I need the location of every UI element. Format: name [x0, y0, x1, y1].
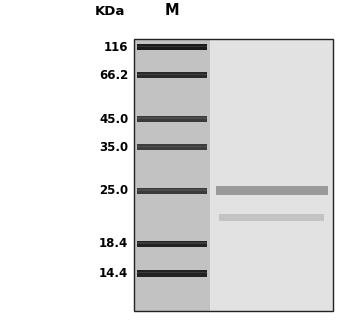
Bar [137, 242, 207, 244]
Text: 35.0: 35.0 [99, 141, 128, 154]
Text: KDa: KDa [94, 4, 125, 18]
Text: 14.4: 14.4 [99, 267, 128, 280]
Bar [137, 44, 207, 50]
Bar [211, 39, 333, 311]
Text: 116: 116 [104, 41, 128, 54]
Bar [137, 74, 207, 75]
Bar [137, 272, 207, 273]
Bar [137, 145, 207, 147]
Bar [137, 270, 207, 277]
Text: 18.4: 18.4 [99, 237, 128, 250]
Text: 66.2: 66.2 [99, 69, 128, 82]
Bar [137, 116, 207, 122]
Bar [216, 187, 327, 195]
Bar [137, 46, 207, 47]
Bar [137, 189, 207, 190]
Bar [137, 188, 207, 194]
Bar [137, 72, 207, 79]
Text: M: M [165, 3, 179, 18]
Bar [133, 39, 333, 311]
Bar [133, 39, 211, 311]
Text: 25.0: 25.0 [99, 184, 128, 197]
Bar [137, 144, 207, 150]
Bar [137, 241, 207, 247]
Bar [219, 214, 324, 221]
Bar [137, 117, 207, 119]
Text: 45.0: 45.0 [99, 113, 128, 126]
